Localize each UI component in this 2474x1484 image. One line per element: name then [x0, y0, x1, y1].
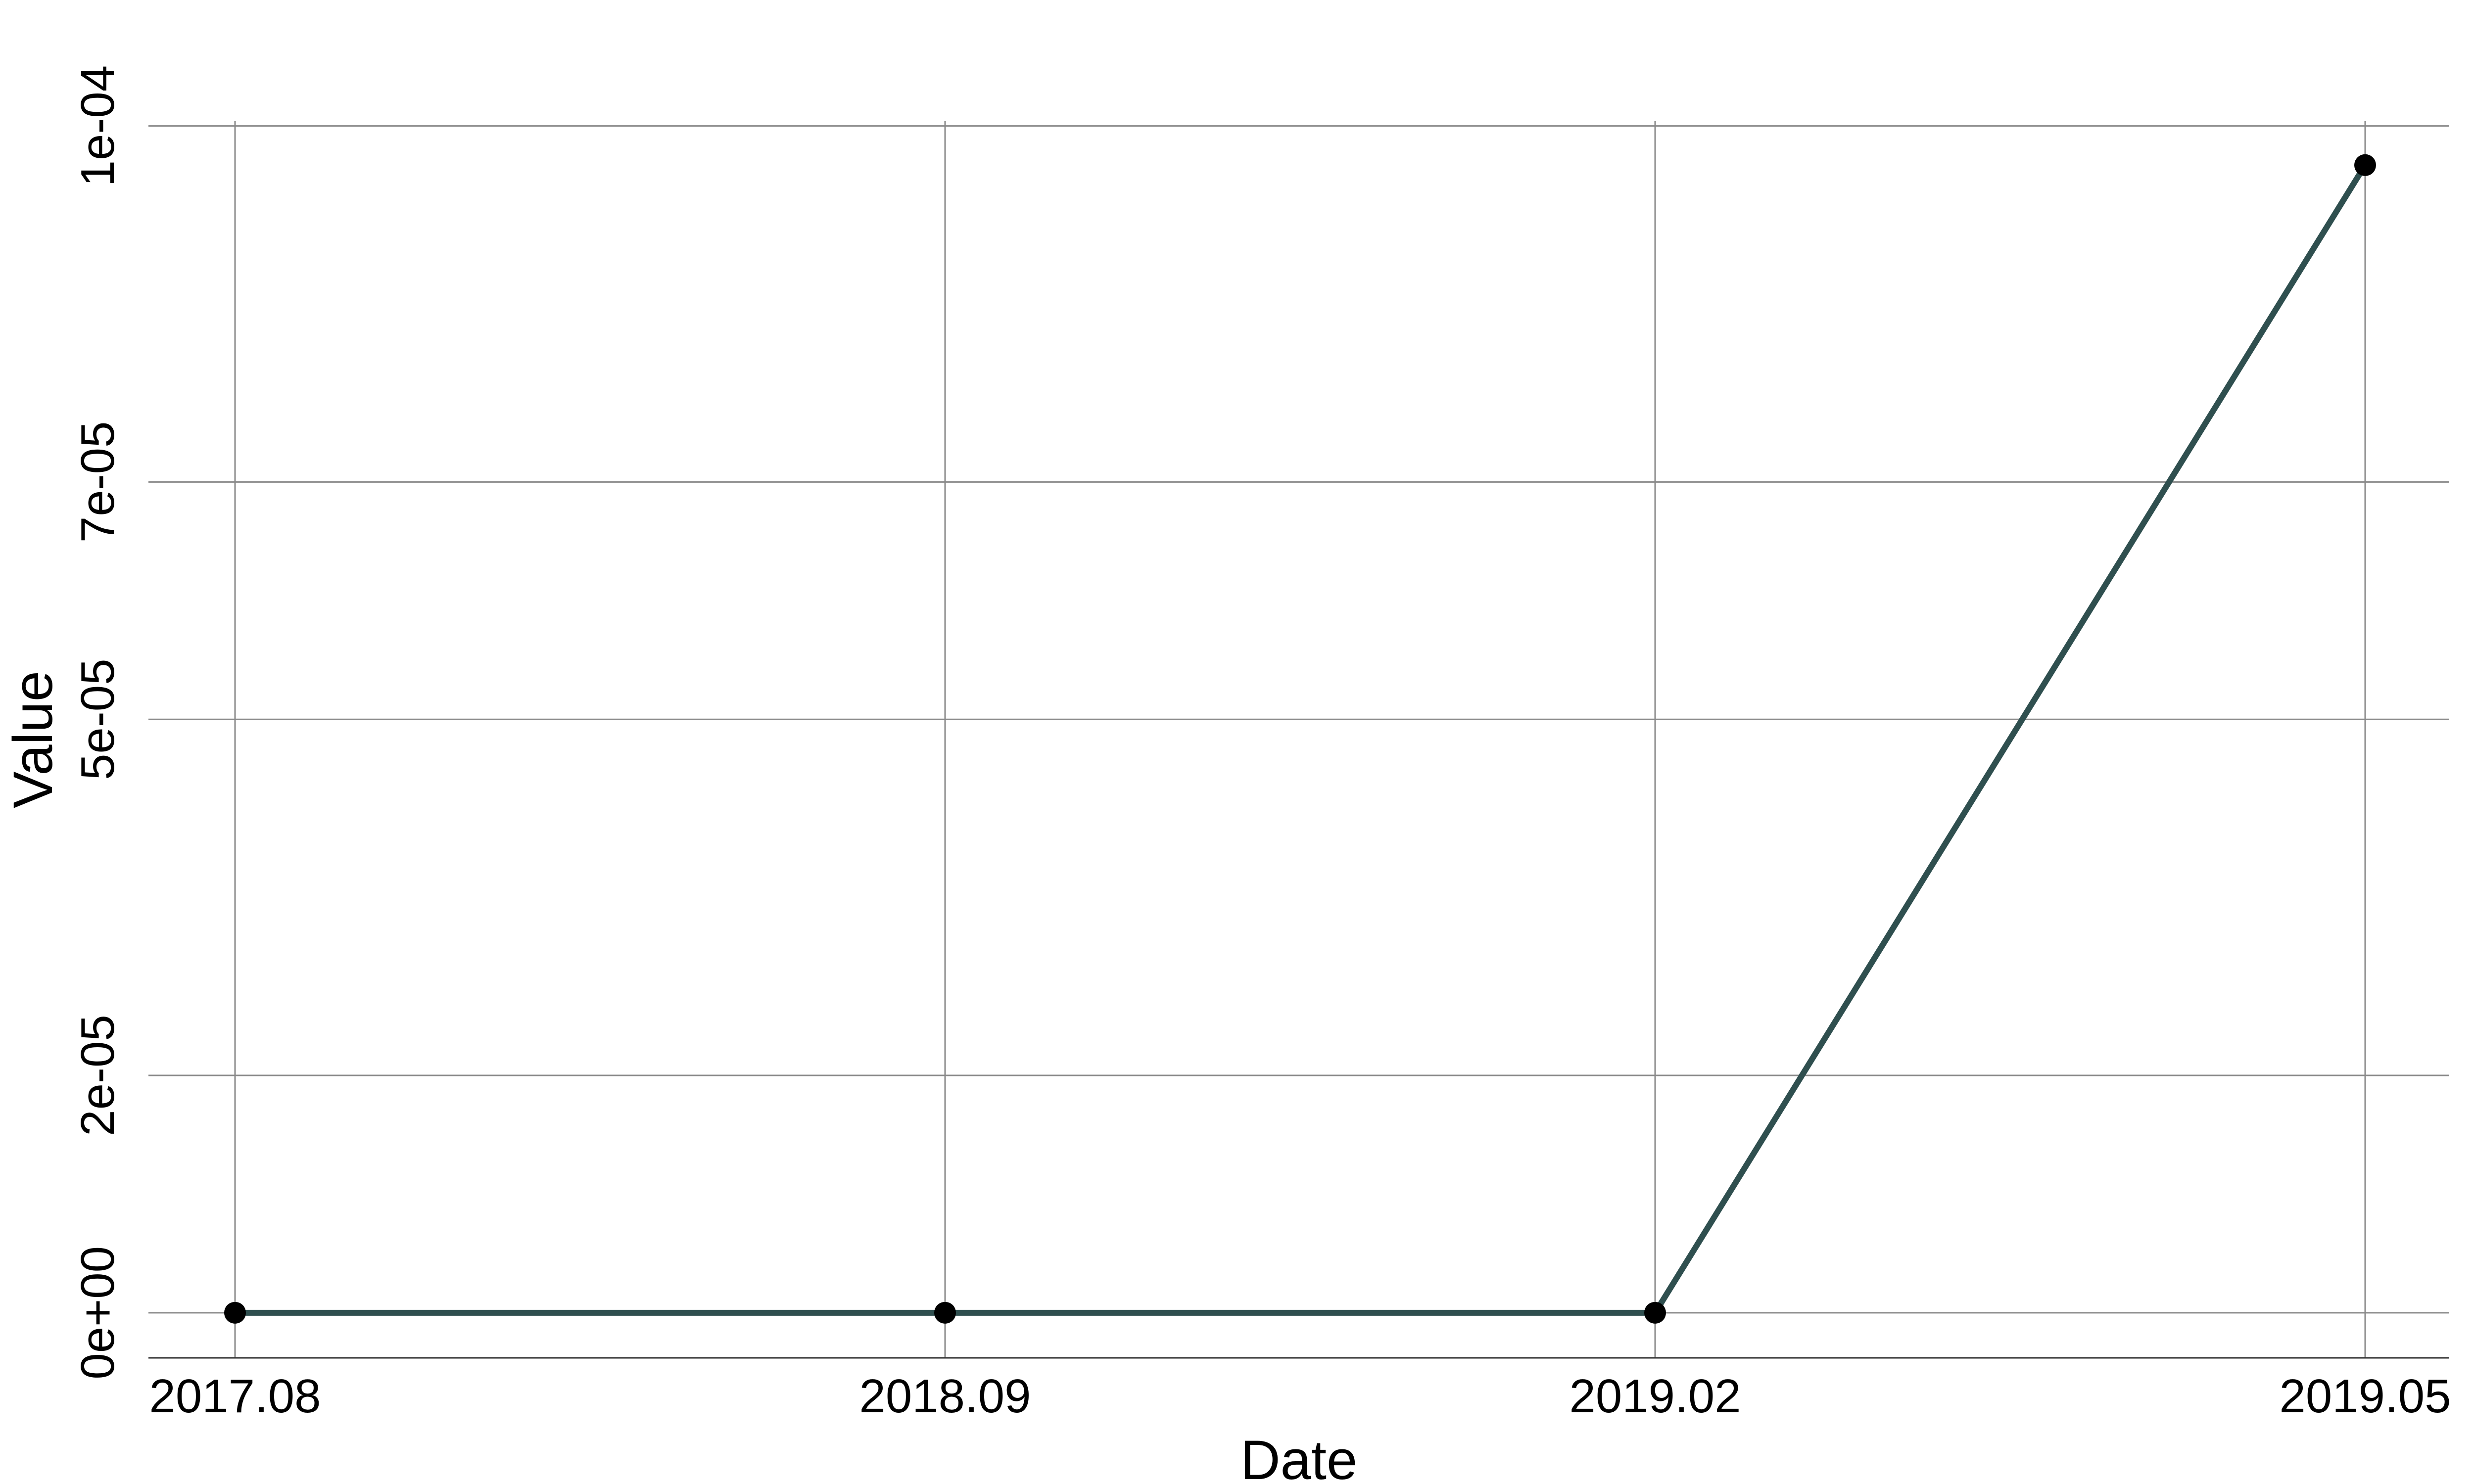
x-tick-label: 2017.08: [149, 1370, 321, 1423]
x-tick-label: 2019.02: [1569, 1370, 1741, 1423]
y-tick-label: 5e-05: [71, 658, 124, 780]
data-point: [224, 1302, 246, 1324]
series-line: [235, 165, 2365, 1313]
x-tick-labels: 2017.08 2018.09 2019.02 2019.05: [149, 1370, 2451, 1423]
data-point: [934, 1302, 956, 1324]
x-tick-label: 2018.09: [859, 1370, 1031, 1423]
x-axis-title: Date: [1240, 1429, 1358, 1484]
series-layer: [224, 154, 2376, 1324]
y-axis-title: Value: [2, 671, 64, 808]
data-point: [1644, 1302, 1666, 1324]
x-gridlines: [235, 121, 2365, 1358]
y-tick-labels: 0e+00 2e-05 5e-05 7e-05 1e-04: [71, 65, 124, 1380]
y-tick-label: 2e-05: [71, 1015, 124, 1136]
y-tick-label: 1e-04: [71, 65, 124, 187]
y-tick-label: 0e+00: [71, 1246, 124, 1380]
y-tick-label: 7e-05: [71, 421, 124, 543]
data-point: [2354, 154, 2376, 176]
y-gridlines: [148, 126, 2449, 1313]
x-tick-label: 2019.05: [2279, 1370, 2451, 1423]
